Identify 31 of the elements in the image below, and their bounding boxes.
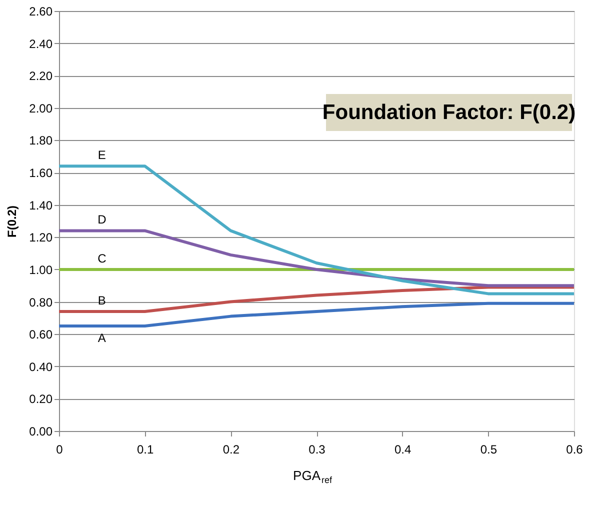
series-label: B — [98, 293, 106, 308]
y-tick-label: 0.40 — [29, 360, 53, 374]
y-tick-label: 0.00 — [29, 424, 53, 438]
y-tick-label: 1.80 — [29, 134, 53, 148]
y-tick-label: 0.60 — [29, 328, 53, 342]
y-tick-label: 1.20 — [29, 230, 53, 245]
y-tick-label: 0.20 — [29, 392, 53, 406]
series-label: A — [98, 331, 106, 345]
x-tick-label: 0.2 — [222, 442, 240, 456]
y-tick-label: 2.40 — [29, 36, 53, 51]
y-tick-label: 1.40 — [29, 198, 53, 212]
y-tick-label: 1.00 — [29, 262, 53, 277]
line-series — [58, 164, 576, 296]
y-axis-title: F(0.2) — [5, 205, 20, 238]
y-tick-label: 2.00 — [29, 101, 53, 116]
series-label: C — [98, 251, 107, 266]
x-tick-label: 0.3 — [308, 442, 326, 456]
x-tick-label: 0.5 — [480, 442, 498, 456]
x-tick-label: 0.4 — [394, 442, 412, 456]
x-tick-label: 0.6 — [566, 442, 584, 456]
x-tick-label: 0 — [56, 442, 64, 456]
y-tick-label: 1.60 — [29, 166, 53, 180]
y-tick-label: 2.20 — [29, 69, 53, 84]
y-tick-label: 0.80 — [29, 295, 53, 310]
line-series — [58, 229, 576, 288]
series-label: D — [98, 212, 107, 227]
x-tick-label: 0.1 — [136, 442, 154, 456]
y-tick-label: 2.60 — [29, 4, 53, 18]
series-label: E — [98, 148, 106, 162]
line-series — [58, 286, 576, 313]
text: Foundation Factor: F(0.2) — [322, 101, 576, 124]
